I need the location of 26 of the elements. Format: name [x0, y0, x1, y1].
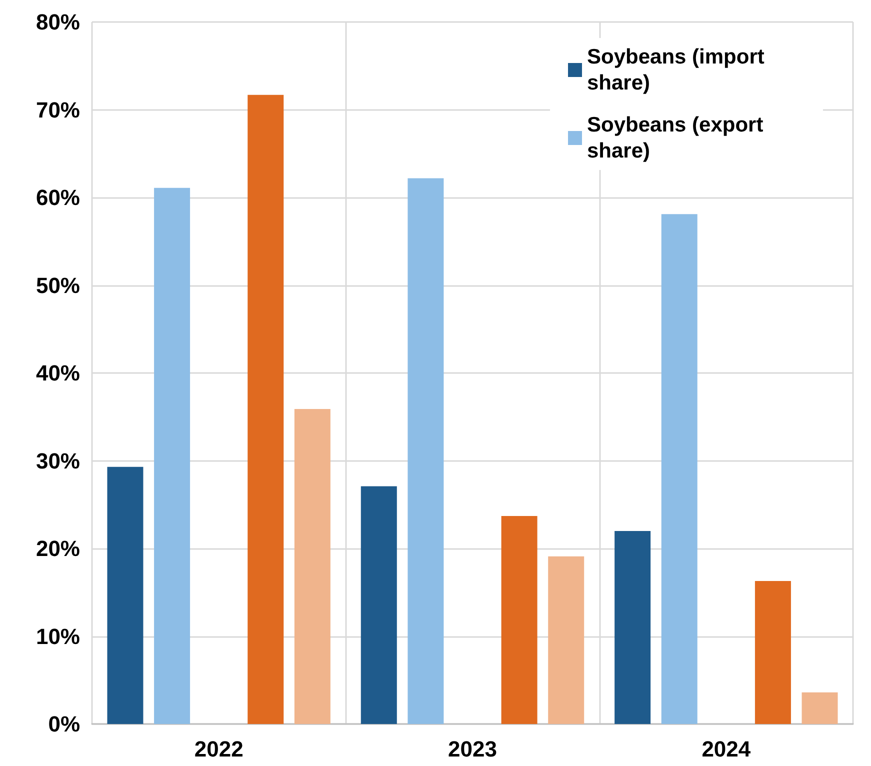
bar: [408, 178, 444, 724]
legend-label: Soybeans (export share): [587, 114, 770, 162]
bar: [501, 516, 538, 724]
bar: [294, 408, 330, 724]
bar: [360, 486, 397, 724]
bar: [548, 556, 584, 724]
y-tick-label: 40%: [36, 360, 80, 386]
bar: [248, 94, 284, 724]
y-tick-label: 70%: [36, 97, 80, 122]
y-tick-label: 30%: [36, 448, 80, 474]
y-tick-label: 80%: [36, 10, 80, 34]
x-tick-label: 2023: [448, 736, 497, 762]
y-tick-label: 0%: [48, 712, 80, 736]
bar: [107, 466, 144, 724]
y-tick-label: 20%: [36, 536, 80, 561]
x-tick-label: 2024: [702, 736, 752, 762]
bar: [614, 530, 651, 724]
legend-label: Soybeans (import share): [587, 46, 770, 94]
bar: [661, 214, 698, 724]
bar: [754, 580, 791, 724]
x-tick-label: 2022: [194, 736, 244, 762]
y-tick-label: 50%: [36, 272, 80, 298]
bar: [154, 188, 190, 724]
y-tick-label: 60%: [36, 185, 80, 210]
y-tick-label: 10%: [36, 624, 80, 649]
bar: [802, 692, 838, 724]
